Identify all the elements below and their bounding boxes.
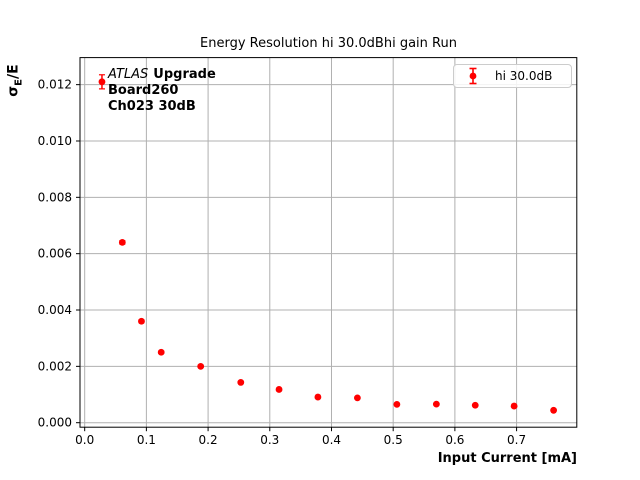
data-point [471, 401, 479, 409]
x-tick-label: 0.4 [322, 433, 341, 447]
legend: hi 30.0dB [453, 64, 572, 88]
y-tick-label: 0.004 [38, 303, 72, 317]
data-point [138, 317, 145, 325]
plot-frame [79, 57, 578, 428]
errorbar-marker-icon [469, 67, 477, 85]
chart-title: Energy Resolution hi 30.0dBhi gain Run [200, 36, 457, 51]
x-tick-label: 0.0 [75, 433, 94, 447]
annotation-channel: Ch023 30dB [108, 99, 196, 114]
data-point [393, 400, 401, 408]
y-tick-label: 0.000 [38, 416, 72, 430]
annotation-experiment: ATLAS [108, 67, 149, 82]
data-point [275, 386, 283, 393]
data-point [157, 348, 165, 356]
annotation-upgrade: Upgrade [153, 67, 216, 82]
x-axis-label: Input Current [mA] [437, 451, 577, 466]
data-point [353, 394, 361, 402]
y-tick-label: 0.012 [38, 78, 72, 92]
data-point [197, 362, 205, 370]
y-tick-label: 0.010 [38, 134, 72, 148]
data-point [510, 402, 518, 410]
data-point [314, 393, 322, 401]
x-tick-label: 0.2 [199, 433, 218, 447]
legend-label: hi 30.0dB [495, 69, 553, 83]
y-tick-label: 0.006 [38, 247, 72, 261]
data-point [118, 239, 126, 246]
annotation-board: Board260 [108, 83, 179, 98]
data-point [550, 406, 558, 414]
y-tick-label: 0.008 [38, 190, 72, 204]
x-tick-label: 0.1 [137, 433, 156, 447]
annotation-line-1: ATLAS Upgrade [108, 67, 216, 83]
x-tick-label: 0.3 [260, 433, 279, 447]
y-tick-label: 0.002 [38, 359, 72, 373]
x-tick-label: 0.7 [507, 433, 526, 447]
x-tick-label: 0.6 [445, 433, 464, 447]
data-point [432, 400, 440, 408]
annotation: ATLAS Upgrade Board260 Ch023 30dB [108, 67, 216, 115]
data-point [98, 78, 106, 86]
data-point [237, 379, 245, 386]
x-tick-label: 0.5 [384, 433, 403, 447]
